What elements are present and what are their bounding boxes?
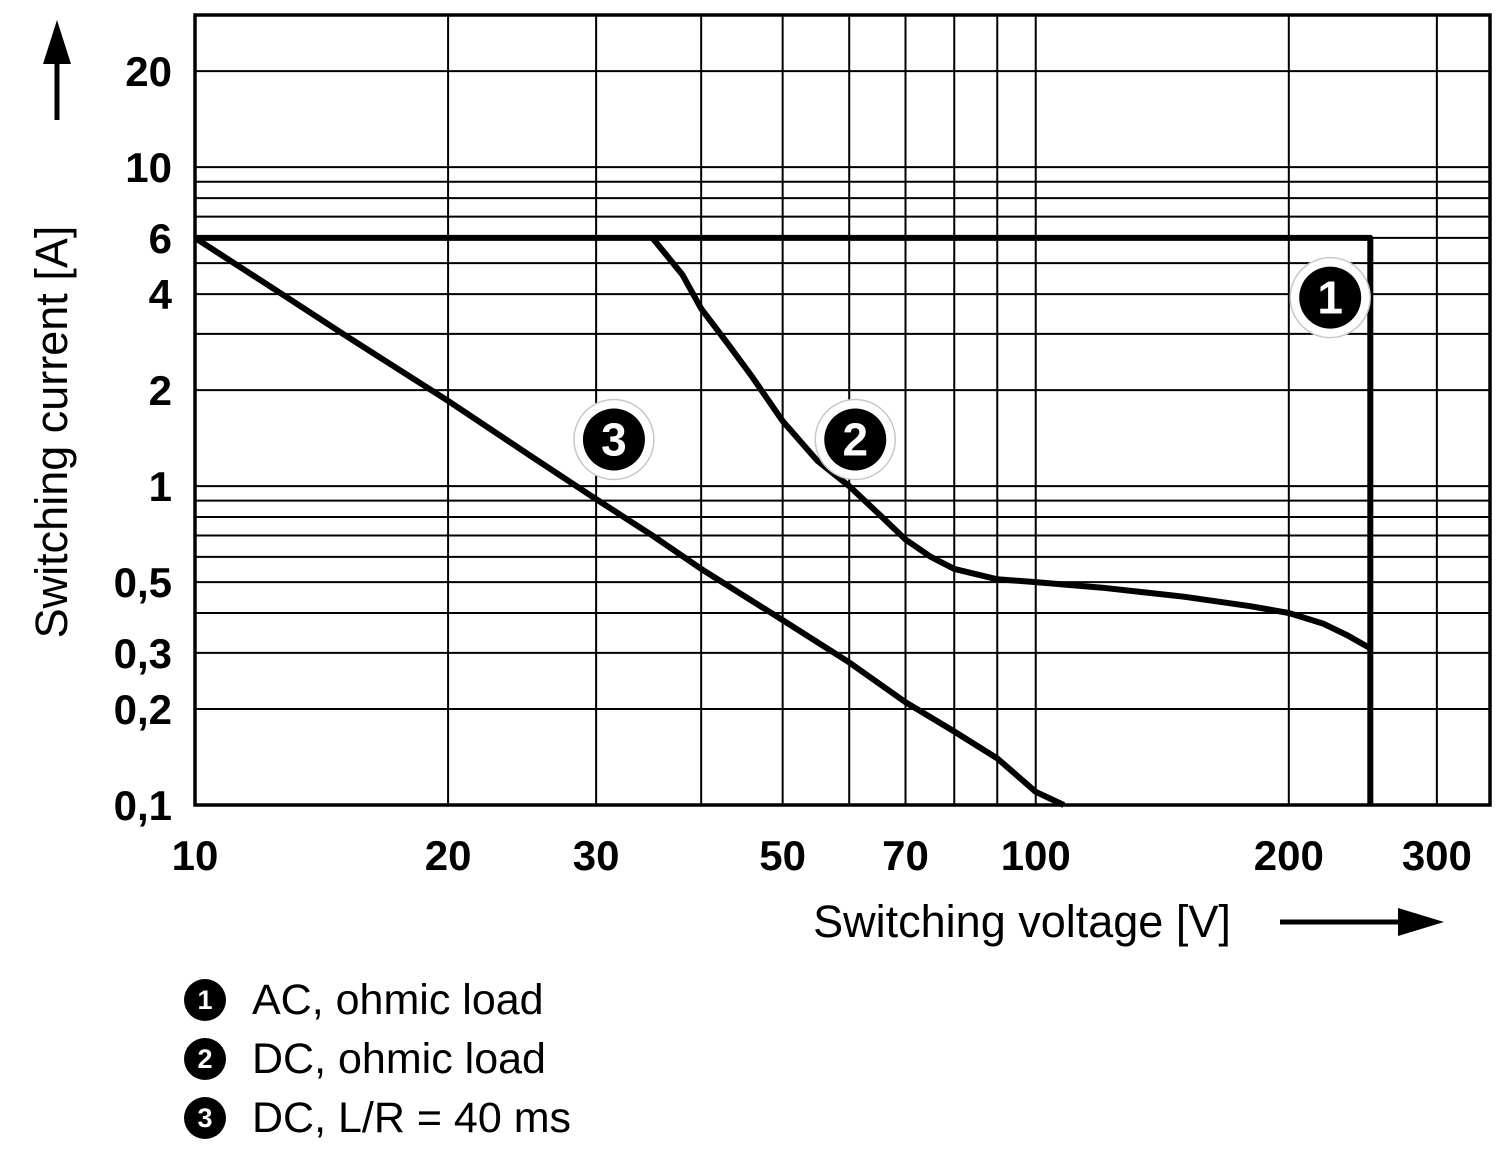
- x-tick-300: 300: [1402, 832, 1472, 879]
- x-tick-70: 70: [882, 832, 929, 879]
- legend-item-3: 3 DC, L/R = 40 ms: [184, 1094, 571, 1142]
- curve-3: [193, 235, 1066, 808]
- y-tick-10: 10: [125, 144, 172, 191]
- curve-marker-2: 2: [814, 398, 896, 481]
- y-tick-0_2: 0,2: [114, 686, 172, 733]
- x-tick-50: 50: [759, 832, 806, 879]
- marker-number: 2: [842, 413, 868, 465]
- x-axis-label: Switching voltage [V]: [813, 896, 1231, 947]
- tick-labels: 10 20 30 50 70 100 200 300 20 10 6 4 2 1 0,5 0,3 0,2 0,1: [114, 48, 1472, 879]
- curve-2: [650, 236, 1372, 651]
- y-tick-0_1: 0,1: [114, 782, 172, 829]
- legend-badge-3: 3: [184, 1097, 226, 1139]
- y-tick-0_5: 0,5: [114, 559, 172, 606]
- legend: 1 AC, ohmic load 2 DC, ohmic load 3 DC, …: [184, 976, 571, 1142]
- legend-item-2: 2 DC, ohmic load: [184, 1035, 571, 1083]
- legend-label-1: AC, ohmic load: [252, 975, 544, 1024]
- y-tick-6: 6: [149, 215, 172, 262]
- legend-badge-1: 1: [184, 979, 226, 1021]
- legend-badge-2: 2: [184, 1038, 226, 1080]
- legend-item-1: 1 AC, ohmic load: [184, 976, 571, 1024]
- y-axis-arrow-icon: [43, 20, 71, 64]
- legend-label-3: DC, L/R = 40 ms: [252, 1093, 572, 1142]
- curve-1: [195, 234, 1374, 805]
- plot-border: [193, 13, 1492, 807]
- y-axis-label: Switching current [A]: [26, 225, 77, 639]
- x-tick-30: 30: [573, 832, 620, 879]
- y-tick-20: 20: [125, 48, 172, 95]
- y-tick-4: 4: [149, 271, 173, 318]
- marker-circle: [824, 408, 887, 471]
- y-tick-1: 1: [149, 463, 172, 510]
- marker-circle: [1299, 266, 1362, 329]
- axis-arrows: [43, 20, 1444, 936]
- marker-number: 1: [1317, 272, 1343, 324]
- y-tick-2: 2: [149, 367, 172, 414]
- marker-circle: [582, 408, 645, 471]
- x-tick-20: 20: [425, 832, 472, 879]
- marker-number: 3: [601, 413, 627, 465]
- x-tick-10: 10: [172, 832, 219, 879]
- y-tick-0_3: 0,3: [114, 630, 172, 677]
- curve-marker-1: 1: [1289, 256, 1371, 339]
- x-axis-arrow-icon: [1398, 908, 1444, 936]
- x-tick-100: 100: [1001, 832, 1071, 879]
- legend-label-2: DC, ohmic load: [252, 1034, 546, 1083]
- curve-marker-3: 3: [573, 398, 655, 481]
- x-tick-200: 200: [1254, 832, 1324, 879]
